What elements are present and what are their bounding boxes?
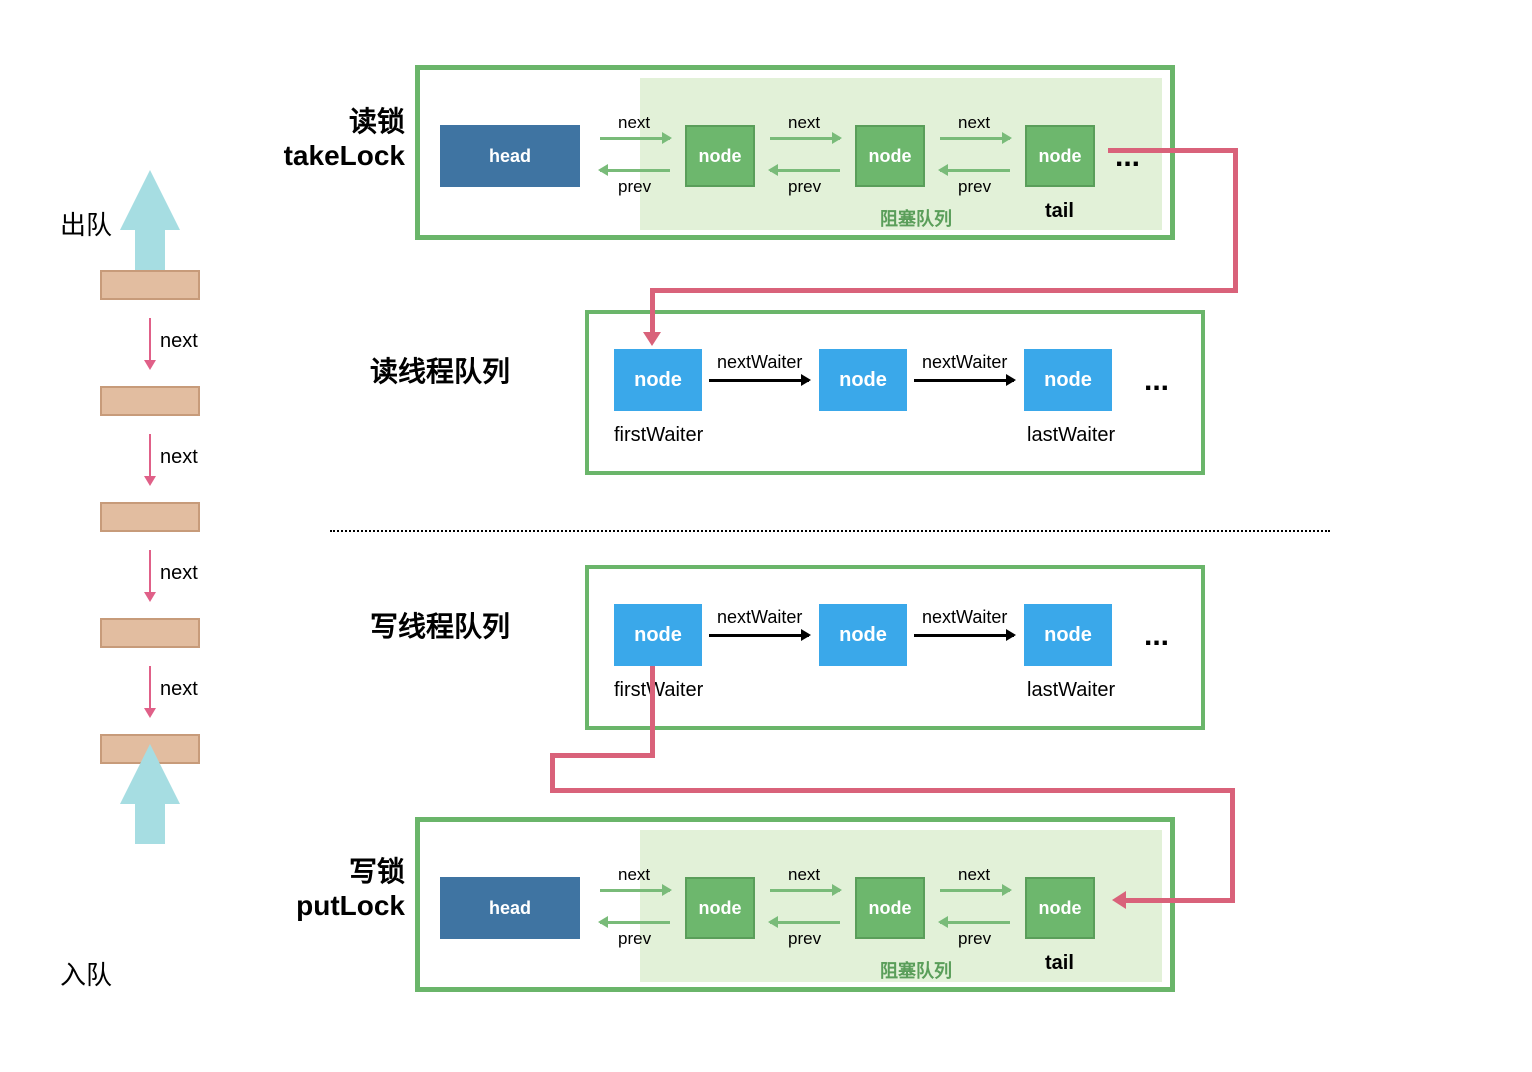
tail-label: tail xyxy=(1045,952,1074,975)
link-arrows: next prev xyxy=(760,877,850,939)
node-text: node xyxy=(1039,898,1082,919)
diagram-root: 出队 next next next next 入队 读锁 xyxy=(30,30,1502,1042)
link-arrows: next prev xyxy=(760,125,850,187)
prev-label: prev xyxy=(958,929,991,949)
node-text: node xyxy=(869,898,912,919)
next-label: next xyxy=(160,562,198,585)
queue-item xyxy=(100,502,200,532)
take-lock-line1: 读锁 xyxy=(255,100,405,140)
node-text: node xyxy=(699,898,742,919)
blue-node: node xyxy=(819,604,907,666)
next-label: next xyxy=(958,113,990,133)
next-label: next xyxy=(618,113,650,133)
read-queue-box: node node node nextWaiter nextWaiter fir… xyxy=(585,310,1205,475)
left-queue: 出队 next next next next 入队 xyxy=(70,170,230,866)
blue-node: node xyxy=(614,604,702,666)
write-queue-label: 写线程队列 xyxy=(350,605,510,645)
prev-label: prev xyxy=(788,177,821,197)
blocked-queue-label: 阻塞队列 xyxy=(880,205,952,231)
blue-node: node xyxy=(819,349,907,411)
waiter-arrow xyxy=(709,379,809,382)
take-lock-box: head node node node next prev next prev … xyxy=(415,65,1175,240)
next-label: next xyxy=(958,865,990,885)
waiter-arrow xyxy=(914,634,1014,637)
prev-label: prev xyxy=(788,929,821,949)
nextwaiter-label: nextWaiter xyxy=(717,352,802,373)
next-label: next xyxy=(788,113,820,133)
ellipsis: ... xyxy=(1115,140,1140,174)
green-node: node xyxy=(685,877,755,939)
blocked-queue-label: 阻塞队列 xyxy=(880,957,952,983)
take-lock-line2: takeLock xyxy=(255,140,405,172)
tail-label: tail xyxy=(1045,200,1074,223)
put-lock-label: 写锁 putLock xyxy=(255,850,405,922)
firstwaiter-label: firstWaiter xyxy=(614,424,703,447)
node-text: node xyxy=(699,146,742,167)
ellipsis: ... xyxy=(1144,364,1169,398)
green-node: node xyxy=(1025,125,1095,187)
node-text: node xyxy=(839,624,887,647)
put-lock-box: head node node node next prev next prev … xyxy=(415,817,1175,992)
green-node: node xyxy=(855,125,925,187)
ellipsis: ... xyxy=(1144,619,1169,653)
next-label: next xyxy=(160,446,198,469)
node-text: node xyxy=(1044,624,1092,647)
green-node: node xyxy=(685,125,755,187)
write-queue-box: node node node nextWaiter nextWaiter fir… xyxy=(585,565,1205,730)
link-arrows: next prev xyxy=(590,125,680,187)
next-label: next xyxy=(160,330,198,353)
firstwaiter-label: firstWaiter xyxy=(614,679,703,702)
link-arrows: next prev xyxy=(930,125,1020,187)
node-text: node xyxy=(1039,146,1082,167)
link-arrows: next prev xyxy=(930,877,1020,939)
queue-item xyxy=(100,618,200,648)
queue-item xyxy=(100,386,200,416)
take-lock-label: 读锁 takeLock xyxy=(255,100,405,172)
next-label: next xyxy=(160,678,198,701)
node-text: node xyxy=(869,146,912,167)
node-text: node xyxy=(1044,369,1092,392)
nextwaiter-label: nextWaiter xyxy=(922,607,1007,628)
put-lock-line1: 写锁 xyxy=(255,850,405,890)
queue-next-arrow: next xyxy=(70,416,230,502)
read-queue-label: 读线程队列 xyxy=(350,350,510,390)
lastwaiter-label: lastWaiter xyxy=(1027,424,1115,447)
out-queue-label: 出队 xyxy=(60,205,112,242)
head-box: head xyxy=(440,877,580,939)
next-label: next xyxy=(788,865,820,885)
queue-next-arrow: next xyxy=(70,300,230,386)
up-arrow-head-icon xyxy=(120,170,180,230)
node-text: node xyxy=(634,369,682,392)
dotted-divider xyxy=(330,530,1330,532)
up-arrow-stem-icon xyxy=(135,230,165,270)
nextwaiter-label: nextWaiter xyxy=(717,607,802,628)
nextwaiter-label: nextWaiter xyxy=(922,352,1007,373)
put-lock-line2: putLock xyxy=(255,890,405,922)
lastwaiter-label: lastWaiter xyxy=(1027,679,1115,702)
head-text: head xyxy=(489,898,531,919)
link-arrows: next prev xyxy=(590,877,680,939)
blue-node: node xyxy=(1024,604,1112,666)
waiter-arrow xyxy=(709,634,809,637)
green-node: node xyxy=(855,877,925,939)
queue-next-arrow: next xyxy=(70,648,230,734)
blue-node: node xyxy=(614,349,702,411)
node-text: node xyxy=(839,369,887,392)
green-node: node xyxy=(1025,877,1095,939)
up-arrow-head-icon xyxy=(120,744,180,804)
queue-next-arrow: next xyxy=(70,532,230,618)
head-text: head xyxy=(489,146,531,167)
node-text: node xyxy=(634,624,682,647)
prev-label: prev xyxy=(958,177,991,197)
queue-item xyxy=(100,270,200,300)
next-label: next xyxy=(618,865,650,885)
prev-label: prev xyxy=(618,177,651,197)
in-queue-label: 入队 xyxy=(60,955,112,992)
head-box: head xyxy=(440,125,580,187)
waiter-arrow xyxy=(914,379,1014,382)
blue-node: node xyxy=(1024,349,1112,411)
prev-label: prev xyxy=(618,929,651,949)
